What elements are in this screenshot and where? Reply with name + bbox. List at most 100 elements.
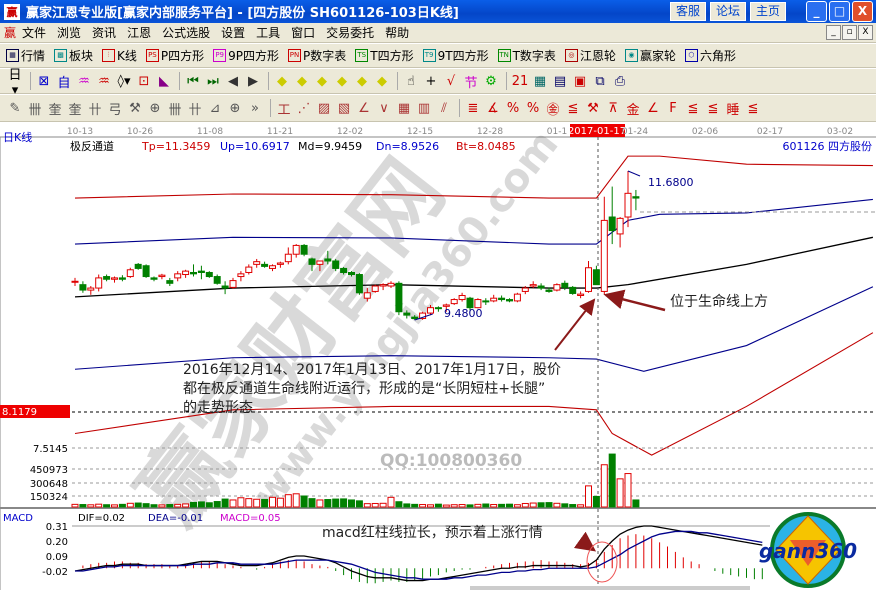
- horizontal-scrollbar[interactable]: [470, 586, 750, 590]
- sect-icon[interactable]: 节: [464, 75, 478, 91]
- separator: [397, 72, 398, 90]
- toolbar-gann-wheel-button[interactable]: ◎ 江恩轮: [564, 47, 616, 64]
- toolbar-pn-button[interactable]: PN P数字表: [288, 47, 346, 64]
- draw-tool-10-icon[interactable]: ⊿: [209, 100, 221, 116]
- diamond5-icon[interactable]: ◆: [357, 73, 367, 89]
- draw-tool-21-icon[interactable]: ⫽: [441, 100, 447, 116]
- print-icon[interactable]: ⎙: [614, 73, 626, 89]
- chart-b-icon[interactable]: 自: [57, 75, 71, 91]
- toolbar-winner-wheel-button[interactable]: ◉ 赢家轮: [624, 47, 676, 64]
- menu-3[interactable]: 江恩: [127, 26, 152, 40]
- calculator-icon[interactable]: ▦: [533, 73, 547, 89]
- forum-button[interactable]: 论坛: [710, 2, 747, 21]
- toolbar-t9-button[interactable]: T9 9T四方形: [422, 47, 489, 64]
- customer-service-button[interactable]: 客服: [670, 2, 707, 21]
- draw-tool-4-icon[interactable]: 卄: [88, 102, 102, 118]
- menu-6[interactable]: 工具: [256, 26, 281, 40]
- draw-tool-26-icon[interactable]: ㊎: [546, 102, 560, 118]
- toolbar-tn-button[interactable]: TN T数字表: [497, 47, 556, 64]
- draw-tool-7-icon[interactable]: ⊕: [149, 100, 161, 116]
- report-icon[interactable]: ▤: [553, 73, 567, 89]
- toolbar-blocks-button[interactable]: ▩ 板块: [54, 47, 93, 64]
- draw-tool-12-icon[interactable]: »: [251, 100, 259, 116]
- draw-tool-33-icon[interactable]: ≦: [687, 100, 699, 116]
- diamond4-icon[interactable]: ◆: [337, 73, 347, 89]
- toolbar-p9-button[interactable]: P9 9P四方形: [213, 47, 279, 64]
- zoom-icon[interactable]: ⊡: [138, 73, 150, 89]
- draw-tool-8-icon[interactable]: 卌: [168, 102, 182, 118]
- draw-tool-2-icon[interactable]: 奎: [48, 102, 62, 118]
- draw-tool-17-icon[interactable]: ∠: [358, 100, 370, 116]
- maximize-button[interactable]: □: [829, 1, 850, 22]
- color-icon[interactable]: ◣: [159, 73, 169, 89]
- toolbar-ps-button[interactable]: PS P四方形: [145, 47, 204, 64]
- menu-5[interactable]: 设置: [221, 26, 246, 40]
- draw-tool-22-icon[interactable]: ≣: [467, 100, 479, 116]
- menu-2[interactable]: 资讯: [92, 26, 117, 40]
- draw-tool-27-icon[interactable]: ≦: [567, 100, 579, 116]
- crosshair-icon[interactable]: +: [425, 73, 437, 89]
- period-day-icon[interactable]: 日▾: [8, 68, 22, 98]
- diamond1-icon[interactable]: ◆: [277, 73, 287, 89]
- next-icon[interactable]: ▶: [248, 73, 258, 89]
- toolbar-hexagon-button[interactable]: ⬡ 六角形: [684, 47, 736, 64]
- chart-d-icon[interactable]: ♒: [98, 73, 110, 89]
- stock-chart[interactable]: 日K线 10-13 10-26 11-08 11-21 12-02 12-15 12-28 01…: [0, 123, 876, 590]
- toolbar-kline-button[interactable]: ⫶ K线: [102, 47, 137, 64]
- draw-tool-15-icon[interactable]: ▨: [317, 100, 331, 116]
- toolbar-grid-button[interactable]: ▦ 行情: [6, 47, 45, 64]
- draw-tool-16-icon[interactable]: ▧: [337, 100, 351, 116]
- draw-tool-32-icon[interactable]: F: [669, 100, 677, 116]
- draw-tool-35-icon[interactable]: 睡: [726, 102, 740, 118]
- menu-0[interactable]: 文件: [22, 26, 47, 40]
- prev-icon[interactable]: ◀: [228, 73, 238, 89]
- draw-tool-3-icon[interactable]: 奎: [68, 102, 82, 118]
- mdi-close-button[interactable]: X: [858, 25, 873, 40]
- draw-tool-31-icon[interactable]: ∠: [647, 100, 659, 116]
- draw-tool-14-icon[interactable]: ⋰: [297, 100, 311, 116]
- menu-8[interactable]: 交易委托: [326, 26, 375, 40]
- last-icon[interactable]: ⏭: [207, 73, 219, 89]
- draw-tool-11-icon[interactable]: ⊕: [229, 100, 241, 116]
- network-icon[interactable]: ⧉: [595, 73, 605, 89]
- mdi-restore-button[interactable]: ▫: [842, 25, 857, 40]
- draw-tool-28-icon[interactable]: ⚒: [587, 100, 599, 116]
- minimize-button[interactable]: _: [806, 1, 827, 22]
- mdi-minimize-button[interactable]: _: [826, 25, 841, 40]
- draw-tool-13-icon[interactable]: 工: [277, 102, 291, 118]
- calc-icon[interactable]: ⚙: [485, 73, 497, 89]
- diamond3-icon[interactable]: ◆: [317, 73, 327, 89]
- draw-tool-9-icon[interactable]: 卄: [188, 102, 202, 118]
- calendar-icon[interactable]: 21: [511, 73, 529, 89]
- draw-tool-30-icon[interactable]: 金: [626, 102, 640, 118]
- draw-tool-0-icon[interactable]: ✎: [9, 100, 21, 116]
- draw-tool-18-icon[interactable]: ∨: [379, 100, 389, 116]
- draw-tool-36-icon[interactable]: ≦: [747, 100, 759, 116]
- hand-icon[interactable]: ☝: [407, 73, 415, 89]
- menu-1[interactable]: 浏览: [57, 26, 82, 40]
- homepage-button[interactable]: 主页: [750, 2, 787, 21]
- draw-tool-6-icon[interactable]: ⚒: [129, 100, 141, 116]
- draw-tool-5-icon[interactable]: 弓: [108, 102, 122, 118]
- diamond2-icon[interactable]: ◆: [297, 73, 307, 89]
- menu-9[interactable]: 帮助: [385, 26, 410, 40]
- draw-tool-1-icon[interactable]: 卌: [28, 102, 42, 118]
- draw-tool-34-icon[interactable]: ≦: [707, 100, 719, 116]
- menu-7[interactable]: 窗口: [291, 26, 316, 40]
- chart-c-icon[interactable]: ♒: [78, 73, 90, 89]
- save-icon[interactable]: ▣: [573, 73, 587, 89]
- draw-tool-19-icon[interactable]: ▦: [397, 100, 411, 116]
- diamond6-icon[interactable]: ◆: [377, 73, 387, 89]
- draw-tool-23-icon[interactable]: ∡: [487, 100, 499, 116]
- toolbar-ts-button[interactable]: TS T四方形: [355, 47, 414, 64]
- close-button[interactable]: X: [852, 1, 873, 22]
- draw-tool-25-icon[interactable]: %: [526, 100, 540, 116]
- first-icon[interactable]: ⏮: [187, 73, 199, 89]
- menu-4[interactable]: 公式选股: [162, 26, 211, 40]
- draw-tool-20-icon[interactable]: ▥: [417, 100, 431, 116]
- chart-a-icon[interactable]: ⊠: [38, 73, 50, 89]
- draw-icon[interactable]: √: [446, 73, 456, 89]
- draw-tool-29-icon[interactable]: ⊼: [608, 100, 618, 116]
- draw-tool-24-icon[interactable]: %: [506, 100, 520, 116]
- candle-icon[interactable]: ◊▾: [117, 73, 131, 89]
